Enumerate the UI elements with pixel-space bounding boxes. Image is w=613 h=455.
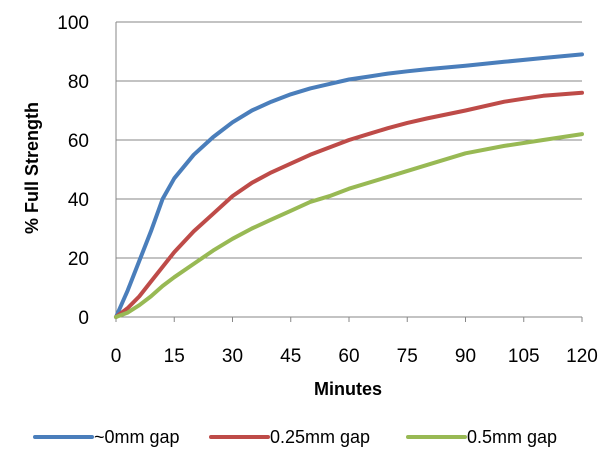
x-tick-label: 30 [222, 346, 243, 367]
x-tick-label: 90 [455, 346, 476, 367]
y-tick-label: 60 [68, 131, 89, 152]
y-axis-title: % Full Strength [22, 102, 42, 234]
y-tick-label: 100 [57, 13, 89, 34]
x-tick-label: 105 [508, 346, 540, 367]
y-tick-label: 40 [68, 190, 89, 211]
legend: ~0mm gap 0.25mm gap 0.5mm gap [33, 427, 557, 447]
x-tick-labels: 0 15 30 45 60 75 90 105 120 [111, 346, 598, 367]
legend-label-3: 0.5mm gap [467, 427, 557, 447]
x-tick-label: 75 [397, 346, 418, 367]
series-line-2 [114, 90, 584, 319]
y-tick-label: 80 [68, 72, 89, 93]
x-tick-label: 45 [280, 346, 301, 367]
series-line-1 [114, 52, 584, 319]
x-tick-label: 120 [566, 346, 598, 367]
x-tick-label: 0 [111, 346, 122, 367]
legend-label-1: ~0mm gap [94, 427, 180, 447]
x-tick-label: 15 [164, 346, 185, 367]
axes [115, 22, 583, 322]
y-tick-label: 20 [68, 249, 89, 270]
series-line-3 [114, 132, 584, 319]
x-axis-title: Minutes [314, 379, 382, 399]
x-tick-label: 60 [338, 346, 359, 367]
y-tick-labels: 0 20 40 60 80 100 [57, 13, 89, 329]
y-tick-label: 0 [78, 308, 89, 329]
series-lines [114, 52, 584, 319]
legend-label-2: 0.25mm gap [270, 427, 370, 447]
